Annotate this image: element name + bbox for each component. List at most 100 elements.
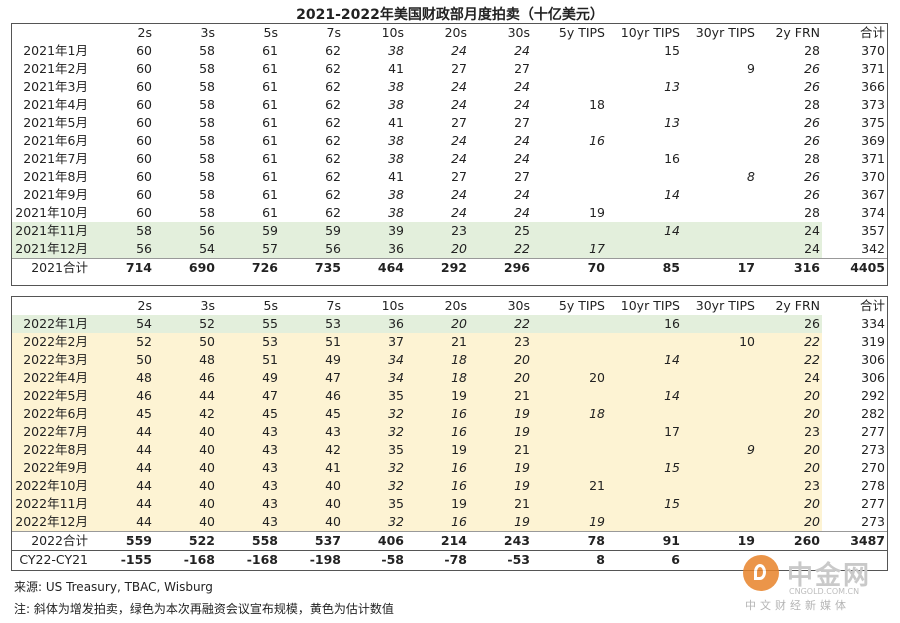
table-cell: 26 — [804, 169, 820, 184]
column-header: 10s — [381, 25, 404, 40]
table-cell: 690 — [154, 258, 217, 277]
table-cell: 62 — [325, 97, 341, 112]
column-header: 2y FRN — [775, 298, 820, 313]
table-cell: 62 — [325, 169, 341, 184]
table-cell: 61 — [262, 79, 278, 94]
table-row: 2021年3月 60 58 61 62 38 24 24 13 26 366 — [12, 78, 887, 96]
table-cell — [607, 441, 682, 459]
logo-icon — [743, 555, 779, 591]
table-row: 2022年7月 44 40 43 43 32 16 19 17 23 277 — [12, 423, 887, 441]
table-cell: 46 — [154, 369, 217, 387]
table-cell: 19 — [532, 513, 607, 532]
table-cell: 16 — [406, 423, 469, 441]
table-row: 2022年9月 44 40 43 41 32 16 19 15 20 270 — [12, 459, 887, 477]
table-cell: 23 — [469, 333, 532, 351]
table-cell — [532, 42, 607, 60]
table-cell — [682, 240, 757, 259]
table-cell: 40 — [280, 495, 343, 513]
table-cell — [682, 186, 757, 204]
table-cell: 24 — [514, 79, 530, 94]
table-cell: -53 — [469, 550, 532, 569]
table-cell: 62 — [325, 79, 341, 94]
table-cell: 53 — [217, 333, 280, 351]
table-cell: 27 — [514, 169, 530, 184]
table-cell: 43 — [280, 423, 343, 441]
month-label: 2022年6月 — [12, 405, 92, 423]
table-cell: 3487 — [822, 531, 887, 551]
table-cell: 43 — [217, 495, 280, 513]
table-cell: 27 — [451, 169, 467, 184]
table-cell: 19 — [406, 441, 469, 459]
table-row: 2022年12月 44 40 43 40 32 16 19 19 20 273 — [12, 513, 887, 532]
month-label: 2021年2月 — [23, 61, 88, 76]
table-cell — [682, 42, 757, 60]
column-header: 2s — [137, 25, 152, 40]
table-cell: 28 — [804, 43, 820, 58]
table-cell: 35 — [343, 387, 406, 405]
table-row: 2022年1月 54 52 55 53 36 20 22 16 26 334 — [12, 315, 887, 333]
table-cell: 40 — [280, 513, 343, 532]
month-label: 2021年5月 — [23, 115, 88, 130]
table-cell: 14 — [607, 351, 682, 369]
table-cell: 28 — [804, 151, 820, 166]
table-cell: 47 — [280, 369, 343, 387]
table-cell: 59 — [217, 222, 280, 240]
table-cell: 522 — [154, 531, 217, 551]
table-cell — [607, 168, 682, 186]
table-cell: 334 — [861, 316, 885, 331]
table-cell: 464 — [343, 258, 406, 277]
table-cell: 13 — [664, 115, 680, 130]
table-cell: 9 — [682, 441, 757, 459]
table-row: 2021年1月 60 58 61 62 38 24 24 15 28 370 — [12, 42, 887, 60]
table-cell: 18 — [406, 369, 469, 387]
month-label: 2022年3月 — [12, 351, 92, 369]
table-cell: 57 — [217, 240, 280, 259]
table-cell: 24 — [514, 151, 530, 166]
table-cell: 19 — [469, 423, 532, 441]
table-cell: 20 — [757, 459, 822, 477]
column-header: 30s — [507, 298, 530, 313]
table-cell: 44 — [92, 423, 154, 441]
table-cell — [682, 405, 757, 423]
table-cell: -58 — [343, 550, 406, 569]
column-header: 5s — [263, 298, 278, 313]
table-cell: 282 — [861, 406, 885, 421]
table-cell: 50 — [154, 333, 217, 351]
table-cell: 61 — [262, 169, 278, 184]
table-cell: 45 — [280, 405, 343, 423]
table-cell: 58 — [199, 205, 215, 220]
column-header: 10yr TIPS — [620, 298, 680, 313]
table-cell: 38 — [388, 187, 404, 202]
table-cell: 60 — [136, 79, 152, 94]
table-cell — [607, 240, 682, 259]
month-label: 2021年3月 — [23, 79, 88, 94]
table-cell — [682, 550, 757, 569]
table-cell: 16 — [406, 459, 469, 477]
table-cell: 62 — [325, 61, 341, 76]
table-cell: 24 — [451, 97, 467, 112]
table-row: 2021年5月 60 58 61 62 41 27 27 13 26 375 — [12, 114, 887, 132]
table-cell: 6 — [607, 550, 682, 569]
table-cell: 61 — [262, 43, 278, 58]
table-cell: 43 — [217, 513, 280, 532]
month-label: 2022年12月 — [12, 513, 92, 532]
table-cell: 40 — [154, 441, 217, 459]
table-row: 2022年3月 50 48 51 49 34 18 20 14 22 306 — [12, 351, 887, 369]
table-cell: 17 — [607, 423, 682, 441]
column-header: 30yr TIPS — [695, 25, 755, 40]
table-cell: 370 — [861, 43, 885, 58]
table-cell — [607, 513, 682, 532]
table-cell: 62 — [325, 187, 341, 202]
table-cell: 306 — [861, 352, 885, 367]
watermark-url: CNGOLD.COM.CN — [789, 587, 860, 596]
table-cell — [607, 132, 682, 150]
month-label: 2022年11月 — [12, 495, 92, 513]
table-cell: 38 — [388, 97, 404, 112]
table-cell: 20 — [469, 351, 532, 369]
table-cell: 91 — [607, 531, 682, 551]
month-label: 2021年8月 — [23, 169, 88, 184]
table-cell: 367 — [861, 187, 885, 202]
table-cell: 27 — [451, 61, 467, 76]
table-cell: 243 — [469, 531, 532, 551]
table-cell: 40 — [280, 477, 343, 495]
